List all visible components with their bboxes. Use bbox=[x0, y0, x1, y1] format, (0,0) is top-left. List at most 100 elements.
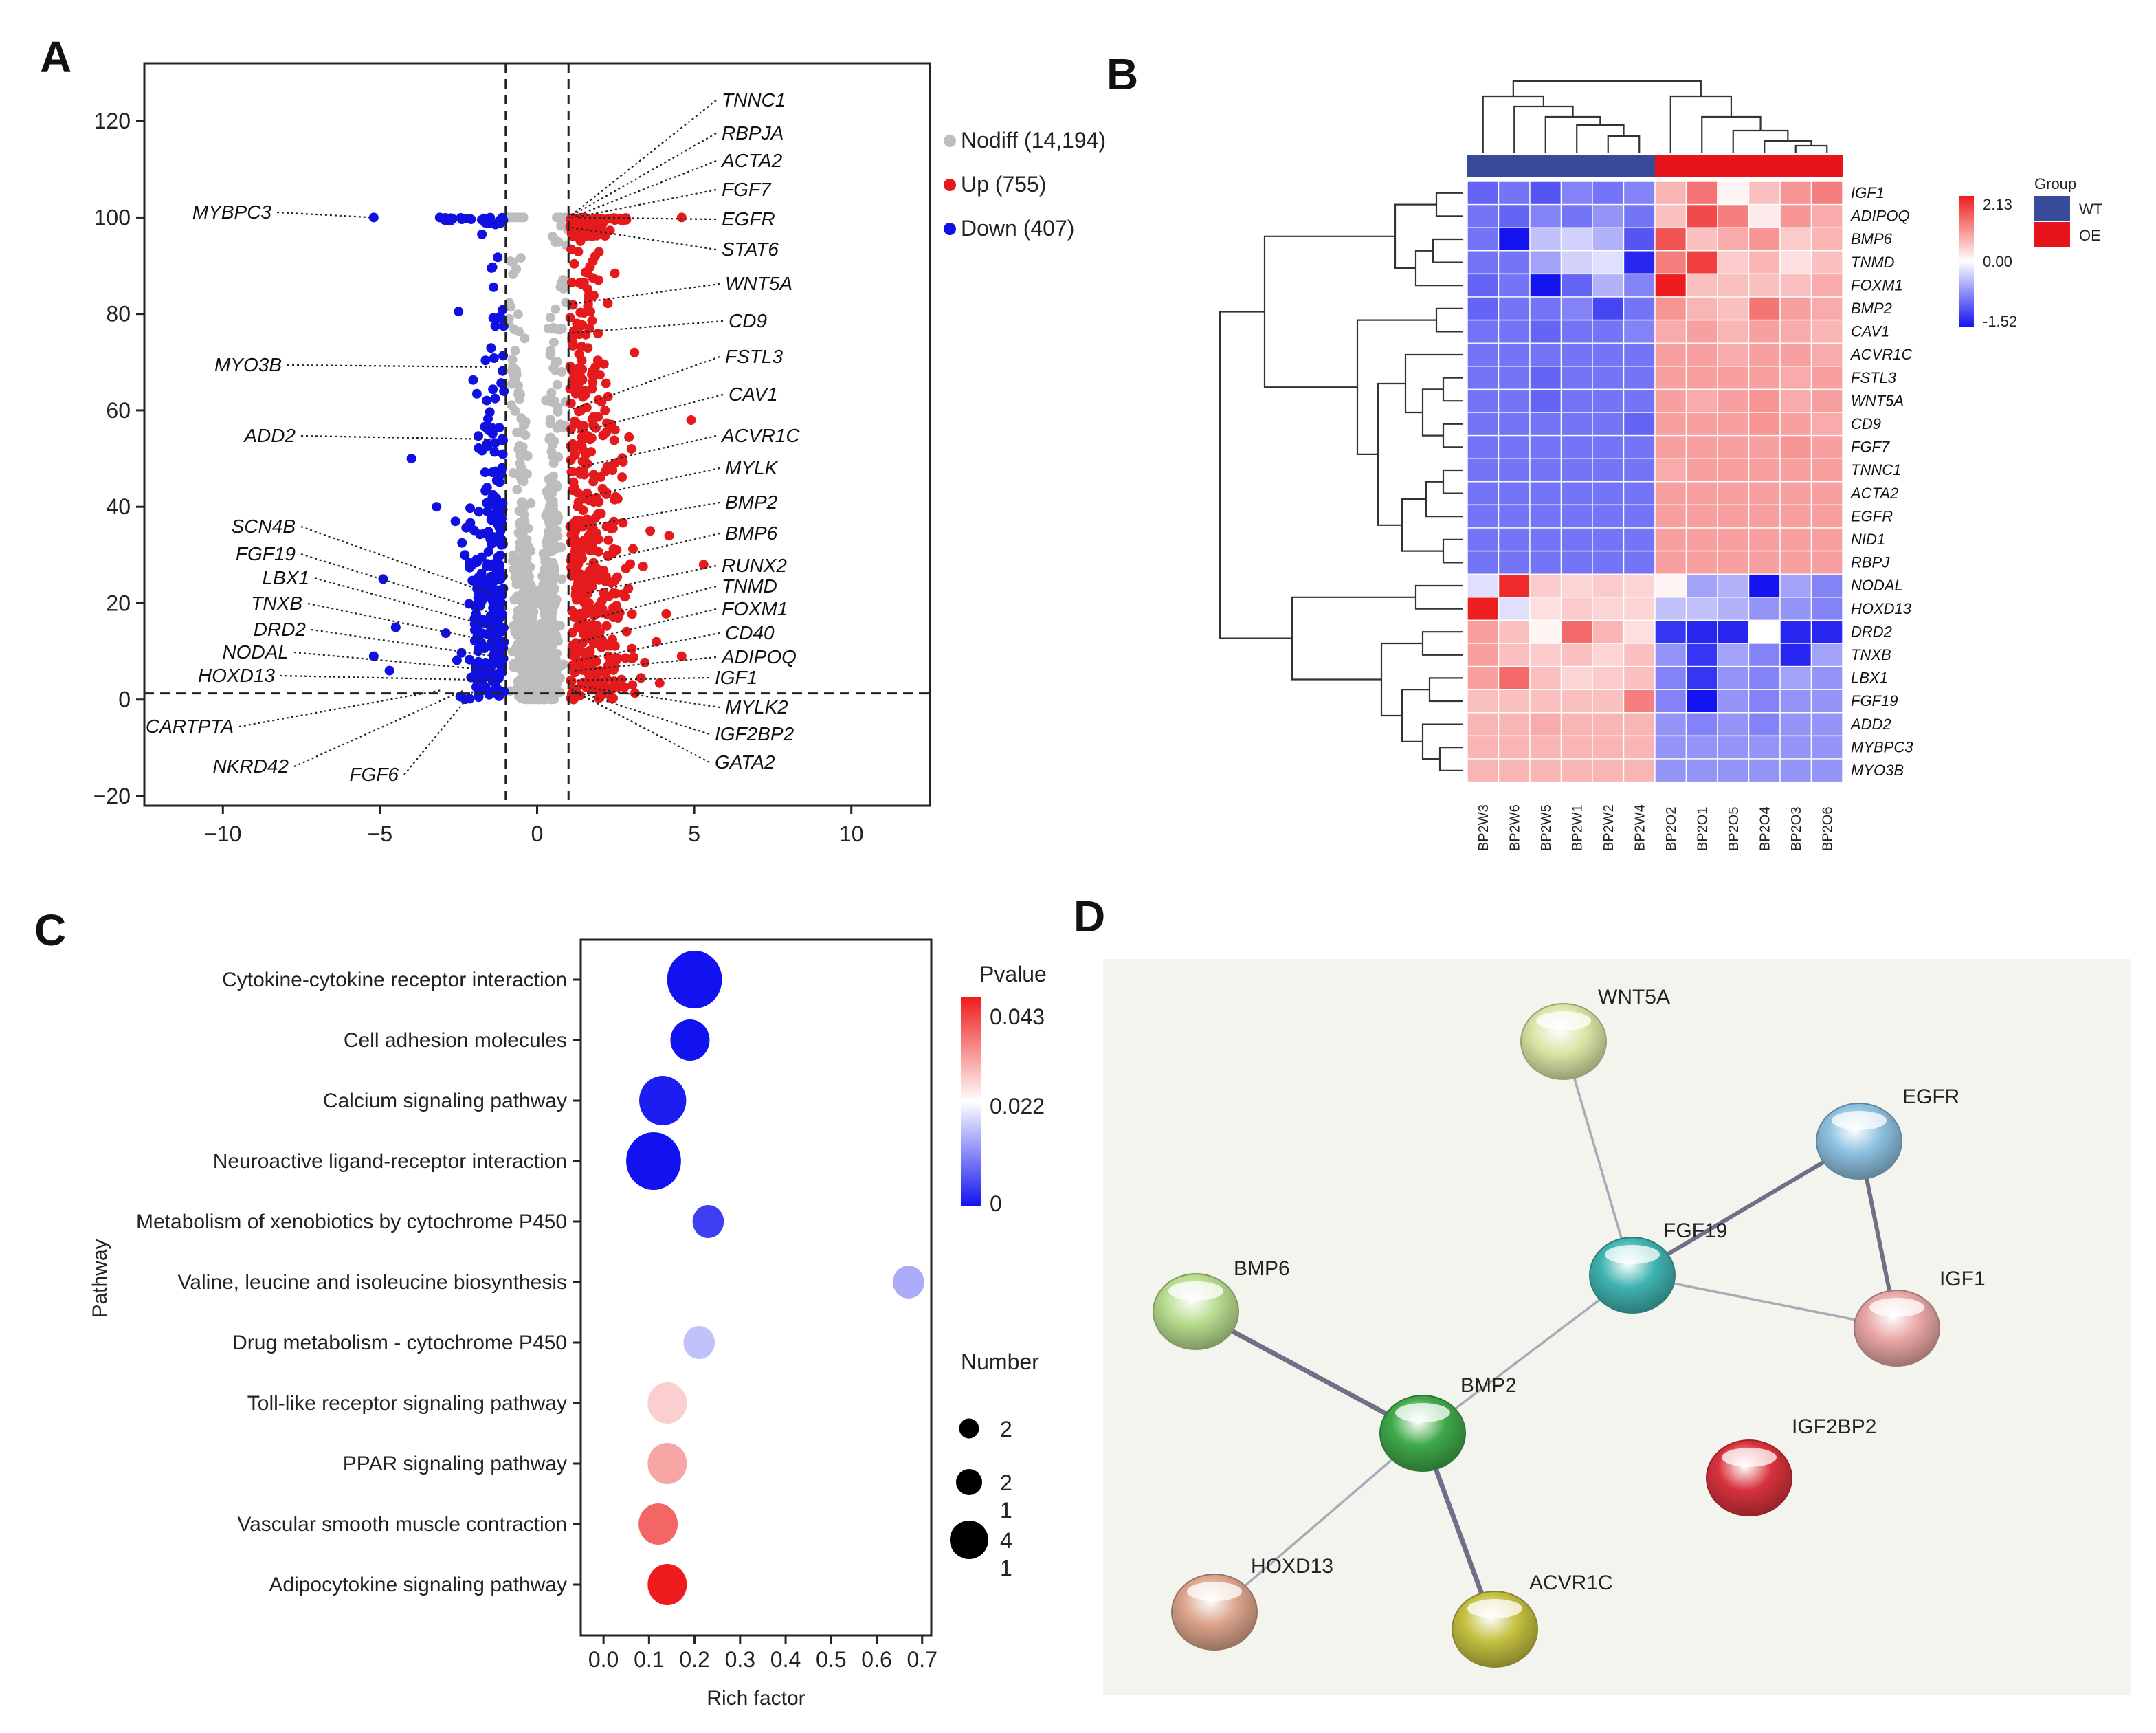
heatmap-cell bbox=[1467, 203, 1500, 228]
dendrogram-branch bbox=[1576, 124, 1625, 153]
up-point bbox=[603, 651, 614, 661]
nodiff-point bbox=[544, 519, 555, 529]
nodiff-point bbox=[548, 363, 559, 373]
pathway-label: Valine, leucine and isoleucine biosynthe… bbox=[178, 1271, 567, 1294]
nodiff-point bbox=[542, 595, 552, 606]
heatmap-cell bbox=[1623, 181, 1656, 206]
x-tick-label: 0.5 bbox=[816, 1647, 846, 1672]
heatmap-cell bbox=[1779, 388, 1812, 413]
heatmap-cell bbox=[1467, 550, 1500, 575]
nodiff-point bbox=[553, 513, 564, 522]
heatmap-cell bbox=[1654, 203, 1687, 228]
nodiff-point bbox=[507, 212, 518, 223]
down-point bbox=[480, 467, 490, 478]
heatmap-cell bbox=[1592, 573, 1625, 598]
up-point bbox=[588, 496, 599, 507]
down-point bbox=[469, 636, 480, 645]
dendrogram-branch bbox=[1432, 238, 1463, 263]
nodiff-point bbox=[546, 667, 557, 678]
pvalue-legend-label: 0 bbox=[990, 1191, 1002, 1216]
gene-label-leader bbox=[287, 364, 490, 368]
up-point bbox=[654, 678, 665, 688]
heatmap-cell bbox=[1717, 366, 1750, 390]
heatmap-cell bbox=[1560, 250, 1593, 275]
pvalue-legend-label: 0.022 bbox=[990, 1094, 1045, 1118]
heatmap-cell bbox=[1560, 319, 1593, 344]
heatmap-cell bbox=[1779, 550, 1812, 575]
heatmap-cell bbox=[1560, 296, 1593, 321]
down-point bbox=[477, 229, 487, 239]
gene-label-leader bbox=[238, 689, 443, 728]
down-point bbox=[489, 500, 500, 510]
heatmap-cell bbox=[1748, 735, 1781, 760]
up-point bbox=[603, 214, 614, 224]
row-label: LBX1 bbox=[1851, 670, 1888, 687]
down-point bbox=[465, 654, 475, 665]
nodiff-point bbox=[526, 498, 536, 508]
row-label: NID1 bbox=[1851, 531, 1885, 548]
down-point bbox=[468, 375, 478, 385]
group-legend-label: OE bbox=[2079, 227, 2101, 244]
nodiff-point bbox=[515, 391, 525, 401]
heatmap-cell bbox=[1498, 181, 1531, 206]
up-point bbox=[595, 472, 605, 482]
heatmap-cell bbox=[1654, 527, 1687, 552]
up-point bbox=[611, 655, 621, 665]
heatmap-cell bbox=[1467, 735, 1500, 760]
volcano-legend: Nodiff (14,194) Up (755) Down (407) bbox=[944, 128, 1106, 241]
heatmap-cell bbox=[1467, 689, 1500, 714]
group-legend-swatch bbox=[2034, 196, 2070, 221]
heatmap-cell bbox=[1717, 712, 1750, 737]
nodiff-point bbox=[513, 309, 523, 320]
heatmap-cell bbox=[1748, 434, 1781, 459]
volcano-axes: −10 −5 0 5 10 −20 0 20 40 60 80 100 120 bbox=[93, 109, 864, 846]
up-point bbox=[621, 626, 632, 637]
heatmap-cell bbox=[1654, 573, 1687, 598]
y-tick-label: 60 bbox=[106, 398, 131, 423]
nodiff-point bbox=[510, 376, 520, 386]
gene-label-leader bbox=[568, 283, 720, 305]
heatmap-cell bbox=[1748, 619, 1781, 644]
up-point bbox=[568, 366, 578, 376]
gene-label-leader bbox=[300, 434, 493, 441]
up-point bbox=[577, 355, 587, 366]
x-tick-label: 0.4 bbox=[770, 1647, 801, 1672]
heatmap-cell bbox=[1467, 597, 1500, 621]
dendrogram-branch bbox=[1435, 307, 1463, 333]
heatmap-cell bbox=[1717, 735, 1750, 760]
heatmap-cell bbox=[1592, 481, 1625, 506]
nodiff-point bbox=[520, 551, 530, 560]
gene-label: TNXB bbox=[251, 593, 302, 614]
heatmap-cell bbox=[1529, 689, 1562, 714]
group-bar-segment bbox=[1686, 155, 1718, 177]
enrichment-bubble bbox=[692, 1205, 724, 1238]
heatmap-cell bbox=[1467, 273, 1500, 298]
heatmap-cell bbox=[1467, 412, 1500, 437]
enrichment-bubble bbox=[670, 1019, 710, 1061]
up-point bbox=[567, 628, 577, 638]
enrichment-plot: Cytokine-cytokine receptor interaction Ce… bbox=[89, 938, 1047, 1710]
up-point bbox=[574, 553, 584, 564]
nodiff-point bbox=[520, 682, 530, 692]
heatmap-cell bbox=[1592, 181, 1625, 206]
heatmap-cell bbox=[1498, 296, 1531, 321]
row-label: RBPJ bbox=[1851, 554, 1890, 571]
up-outlier-point bbox=[698, 560, 709, 570]
row-label: ACTA2 bbox=[1849, 485, 1898, 502]
dendrogram-branch bbox=[1607, 135, 1641, 153]
up-point bbox=[585, 663, 595, 673]
nodiff-point bbox=[510, 406, 520, 416]
up-point bbox=[597, 595, 607, 606]
up-point bbox=[588, 412, 599, 422]
heatmap-cell bbox=[1592, 366, 1625, 390]
network-node-label: FGF19 bbox=[1663, 1219, 1727, 1242]
group-bar-segment bbox=[1561, 155, 1593, 177]
row-label: DRD2 bbox=[1851, 623, 1892, 640]
gene-label-leader bbox=[584, 564, 717, 595]
heatmap-cell bbox=[1529, 735, 1562, 760]
gene-label: CARTPTA bbox=[146, 716, 234, 737]
gene-label-leader bbox=[571, 689, 710, 763]
down-point bbox=[488, 313, 498, 323]
down-point bbox=[493, 634, 504, 645]
heatmap-cell bbox=[1467, 319, 1500, 344]
